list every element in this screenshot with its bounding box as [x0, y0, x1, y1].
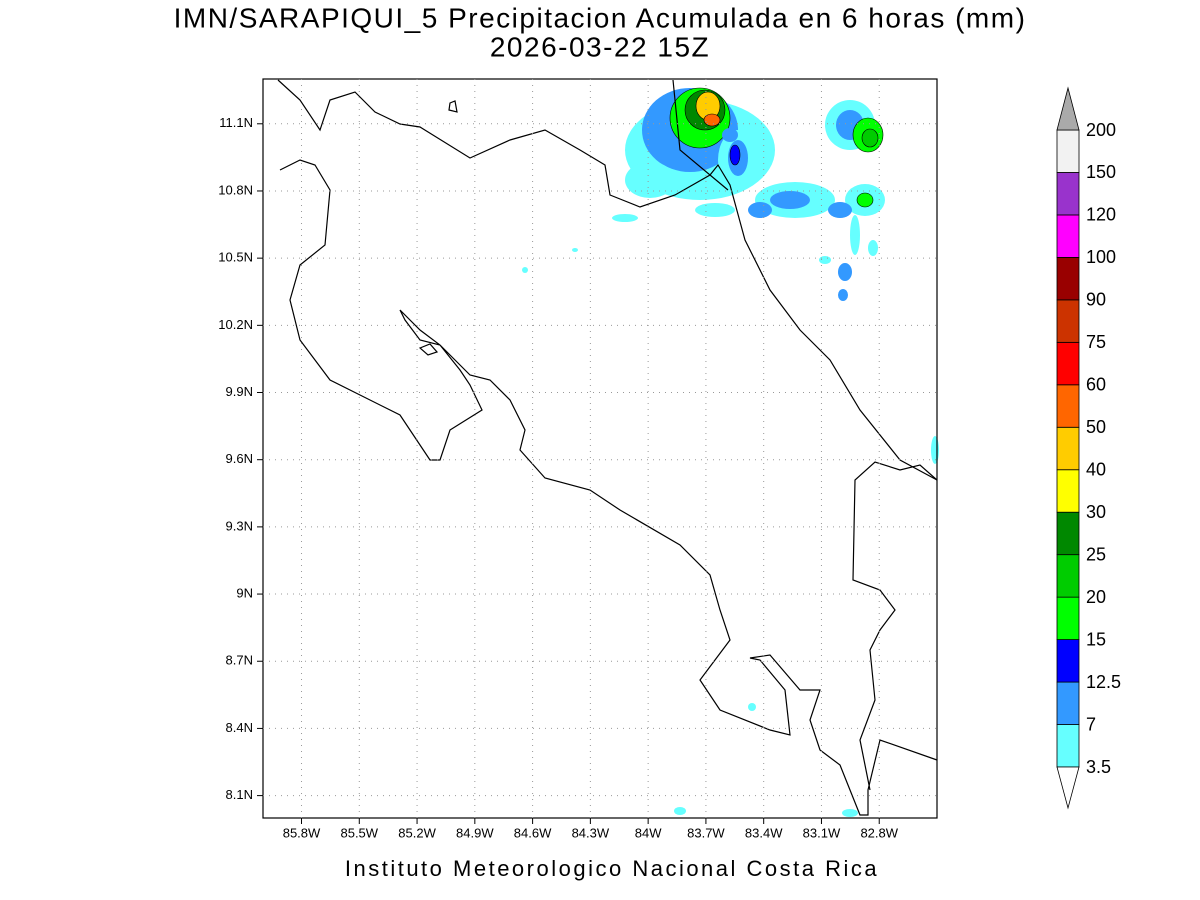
y-tick-label: 8.7N	[226, 653, 253, 668]
colorbar-box	[1056, 469, 1080, 513]
colorbar-box	[1056, 596, 1080, 641]
border-panama	[852, 461, 938, 791]
precip-blob	[856, 192, 874, 208]
colorbar-box	[1056, 256, 1080, 301]
x-tick-label: 85.5W	[340, 825, 378, 840]
y-tick-label: 10.8N	[218, 182, 253, 197]
colorbar-label: 200	[1086, 120, 1116, 140]
colorbar-label: 7	[1086, 714, 1096, 734]
colorbar-label: 25	[1086, 544, 1106, 564]
colorbar-label: 40	[1086, 459, 1106, 479]
x-tick-label: 84.9W	[456, 825, 494, 840]
precip-blob	[838, 289, 848, 301]
x-tick-label: 85.2W	[398, 825, 436, 840]
x-tick-label: 82.8W	[860, 825, 898, 840]
y-tick-label: 8.4N	[226, 720, 253, 735]
colorbar-label: 150	[1086, 162, 1116, 182]
colorbar-high	[1056, 86, 1080, 131]
colorbar-label: 90	[1086, 290, 1106, 310]
colorbar-box	[1056, 129, 1080, 173]
precip-blob	[748, 703, 756, 711]
colorbar-label: 50	[1086, 417, 1106, 437]
x-tick-label: 83.7W	[687, 825, 725, 840]
colorbar-box	[1056, 511, 1080, 556]
y-tick-label: 9N	[236, 585, 253, 600]
precip-blob	[722, 128, 738, 142]
map-title: IMN/SARAPIQUI_5 Precipitacion Acumulada …	[174, 2, 1027, 33]
precip-blob	[838, 263, 852, 281]
precip-field	[522, 87, 939, 817]
y-tick-label: 9.9N	[226, 384, 253, 399]
x-tick-label: 85.8W	[283, 825, 321, 840]
colorbar-box	[1056, 214, 1080, 258]
precip-blob	[572, 248, 578, 252]
precip-blob	[850, 215, 860, 255]
islet	[418, 100, 458, 356]
colorbar-box	[1056, 639, 1080, 683]
precip-blob	[695, 203, 735, 217]
colorbar-label: 75	[1086, 332, 1106, 352]
colorbar-box	[1056, 341, 1080, 386]
precip-blob	[729, 144, 741, 166]
precip-blob	[522, 267, 528, 273]
map-frame	[262, 78, 938, 819]
map-subtitle: 2026-03-22 15Z	[490, 31, 710, 62]
precip-blob	[770, 191, 810, 209]
colorbar-label: 60	[1086, 375, 1106, 395]
colorbar-label: 3.5	[1086, 757, 1111, 777]
precip-blob	[842, 809, 858, 817]
precip-blob	[861, 128, 879, 148]
y-tick-label: 11.1N	[219, 115, 253, 130]
colorbar-label: 20	[1086, 587, 1106, 607]
colorbar-label: 100	[1086, 247, 1116, 267]
precip-blob	[868, 240, 878, 256]
coastline	[277, 79, 938, 816]
x-tick-label: 83.4W	[745, 825, 783, 840]
precip-blob	[674, 807, 686, 815]
coast-island	[672, 79, 729, 191]
colorbar-box	[1056, 554, 1080, 598]
colorbar-box	[1056, 724, 1080, 768]
y-tick-label: 9.3N	[226, 518, 253, 533]
colorbar-box	[1056, 426, 1080, 471]
colorbar-low	[1056, 766, 1080, 810]
y-tick-label: 10.2N	[218, 317, 253, 332]
precip-blob	[703, 113, 721, 127]
coast-pacific	[279, 159, 938, 816]
precip-blob	[748, 202, 772, 218]
colorbar-label: 30	[1086, 502, 1106, 522]
colorbar-box	[1056, 384, 1080, 428]
colorbar-box	[1056, 299, 1080, 343]
precip-blob	[612, 214, 638, 222]
y-tick-label: 8.1N	[226, 787, 253, 802]
precip-blob	[828, 202, 852, 218]
x-tick-label: 84W	[635, 825, 662, 840]
colorbar-box	[1056, 681, 1080, 725]
x-tick-label: 84.3W	[572, 825, 610, 840]
precip-blob	[819, 256, 831, 264]
x-tick-label: 84.6W	[514, 825, 552, 840]
colorbar-label: 120	[1086, 205, 1116, 225]
colorbar-label: 12.5	[1086, 672, 1121, 692]
y-tick-label: 10.5N	[218, 250, 253, 265]
y-tick-label: 9.6N	[226, 451, 253, 466]
colorbar-label: 15	[1086, 629, 1106, 649]
precip-blob	[625, 162, 675, 198]
colorbar-box	[1056, 172, 1080, 216]
x-tick-label: 83.1W	[803, 825, 841, 840]
footer: Instituto Meteorologico Nacional Costa R…	[345, 856, 879, 881]
coast-north	[277, 79, 938, 481]
